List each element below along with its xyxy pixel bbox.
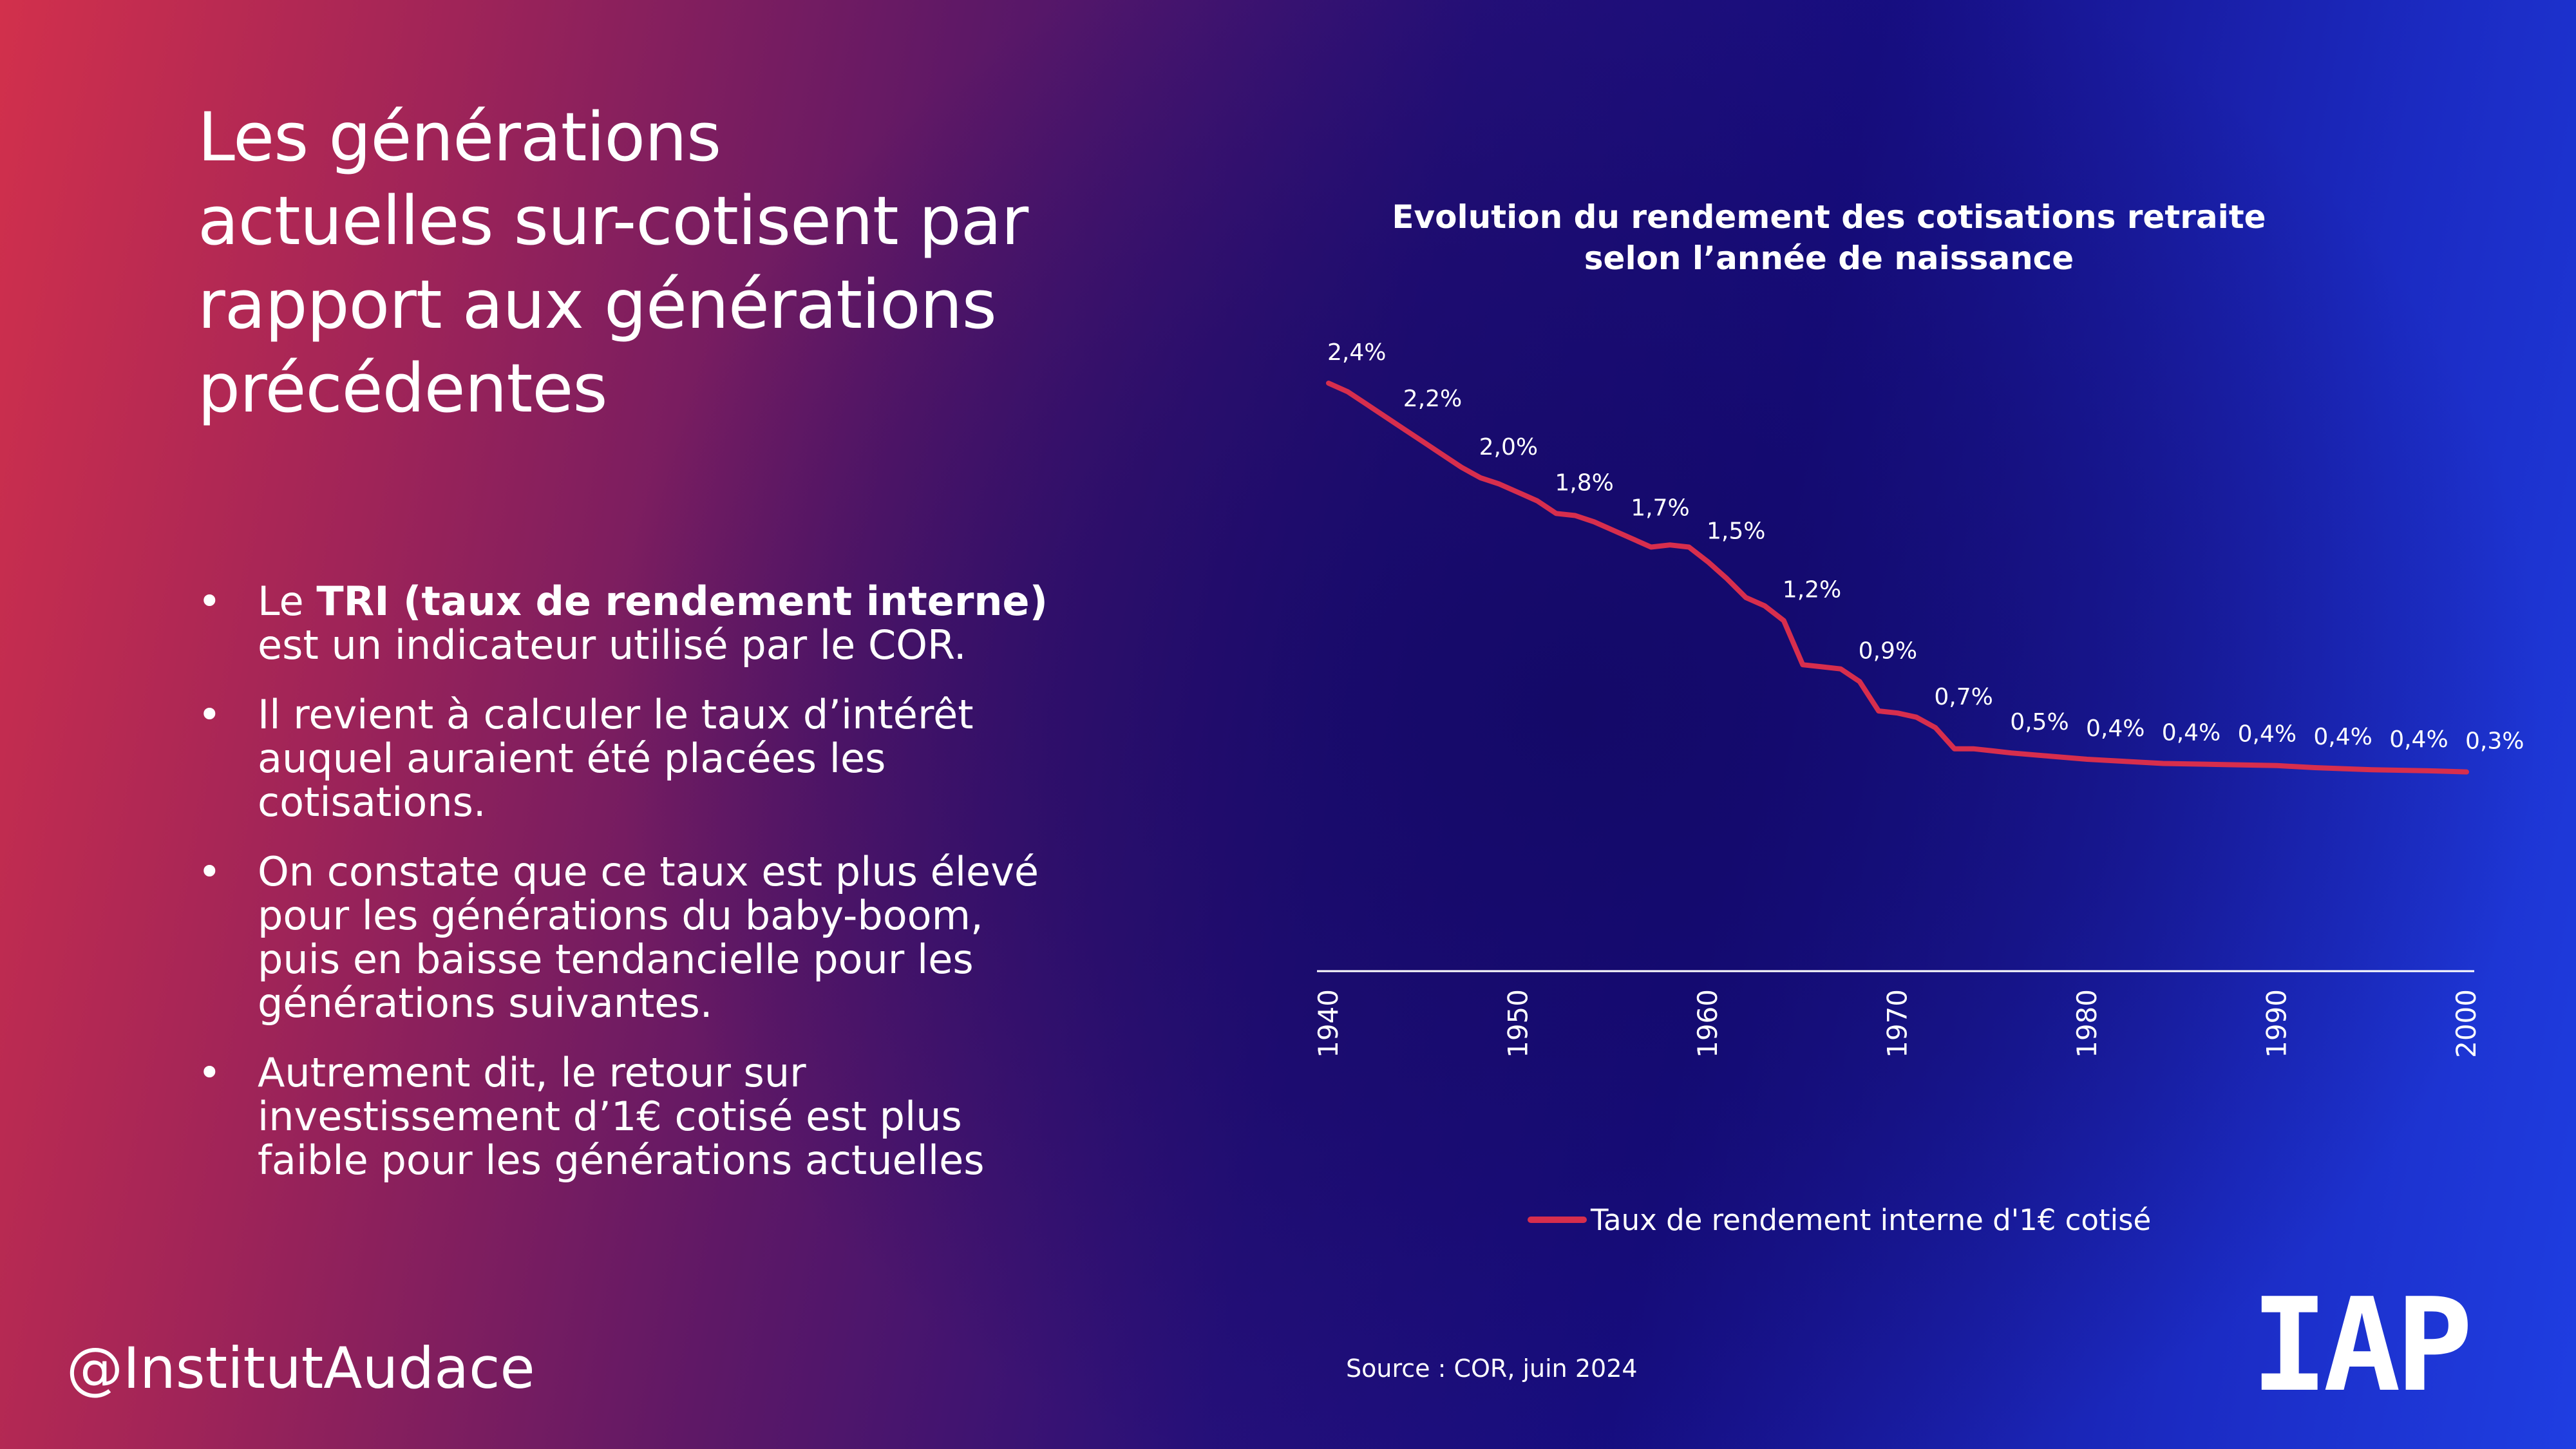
data-label: 0,3% xyxy=(2465,728,2524,755)
series-layer xyxy=(1326,381,2469,775)
bullet-dot: • xyxy=(198,578,222,625)
x-tick-label: 1950 xyxy=(1502,989,1534,1058)
data-label: 2,0% xyxy=(1479,434,1538,460)
data-label: 0,4% xyxy=(2389,726,2448,753)
bullet-text: Il revient à calculer le taux d’intérêt … xyxy=(258,691,974,826)
bullet-text: Le xyxy=(258,578,317,625)
data-label: 2,2% xyxy=(1403,386,1462,412)
data-label: 0,9% xyxy=(1859,638,1917,664)
social-handle: @InstitutAudace xyxy=(66,1335,535,1401)
x-tick-label: 1960 xyxy=(1692,989,1723,1058)
bullet-text: est un indicateur utilisé par le COR. xyxy=(258,621,967,668)
data-label: 0,4% xyxy=(2162,720,2221,746)
data-label: 0,7% xyxy=(1934,684,1993,710)
bullet-list: • Le TRI (taux de rendement interne) est… xyxy=(198,580,1067,1208)
x-tick-label: 2000 xyxy=(2450,989,2482,1058)
bullet-text: On constate que ce taux est plus élevé p… xyxy=(258,848,1039,1027)
bullet-dot: • xyxy=(198,1049,222,1096)
chart-subtitle: selon l’année de naissance xyxy=(1584,240,2074,277)
chart-title-block: Evolution du rendement des cotisations r… xyxy=(1314,196,2344,279)
data-label: 1,7% xyxy=(1631,495,1689,521)
data-label: 0,5% xyxy=(2010,709,2069,735)
bullet-text: Autrement dit, le retour sur investissem… xyxy=(258,1049,985,1184)
bullet-item: • On constate que ce taux est plus élevé… xyxy=(198,850,1067,1025)
chart-title: Evolution du rendement des cotisations r… xyxy=(1392,198,2266,236)
data-label: 1,8% xyxy=(1555,469,1613,496)
chart-legend: Taux de rendement interne d'1€ cotisé xyxy=(1528,1199,2151,1240)
data-label: 1,2% xyxy=(1783,577,1841,603)
legend-line-swatch xyxy=(1528,1217,1587,1223)
bullet-item: • Il revient à calculer le taux d’intérê… xyxy=(198,693,1067,824)
bullet-item: • Le TRI (taux de rendement interne) est… xyxy=(198,580,1067,667)
series-line xyxy=(1326,381,2469,775)
data-label: 0,4% xyxy=(2313,724,2372,750)
data-label: 0,4% xyxy=(2086,715,2145,742)
slide-title: Les générations actuelles sur-cotisent p… xyxy=(198,98,1028,428)
data-label: 0,4% xyxy=(2238,721,2297,748)
data-label: 2,4% xyxy=(1327,339,1386,366)
bullet-dot: • xyxy=(198,691,222,738)
data-label-layer: 2,4% 2,2% 2,0% 1,8% 1,7% 1,5% 1,2% 0,9% 0,7% 0,5%… xyxy=(1327,339,2524,755)
bullet-bold-text: TRI (taux de rendement interne) xyxy=(316,578,1048,625)
x-tick-label: 1980 xyxy=(2071,989,2103,1058)
x-tick-label: 1940 xyxy=(1312,989,1344,1058)
x-tick-label: 1990 xyxy=(2261,989,2293,1058)
iap-logo: IAP xyxy=(2251,1271,2473,1421)
x-axis: 1940 1950 1960 1970 1980 1990 2000 xyxy=(1312,970,2482,1058)
bullet-dot: • xyxy=(198,848,222,895)
legend-label: Taux de rendement interne d'1€ cotisé xyxy=(1591,1202,2152,1237)
data-label: 1,5% xyxy=(1707,518,1765,544)
bullet-item: • Autrement dit, le retour sur investiss… xyxy=(198,1051,1067,1182)
x-tick-label: 1970 xyxy=(1882,989,1913,1058)
source-note: Source : COR, juin 2024 xyxy=(1346,1354,1638,1383)
